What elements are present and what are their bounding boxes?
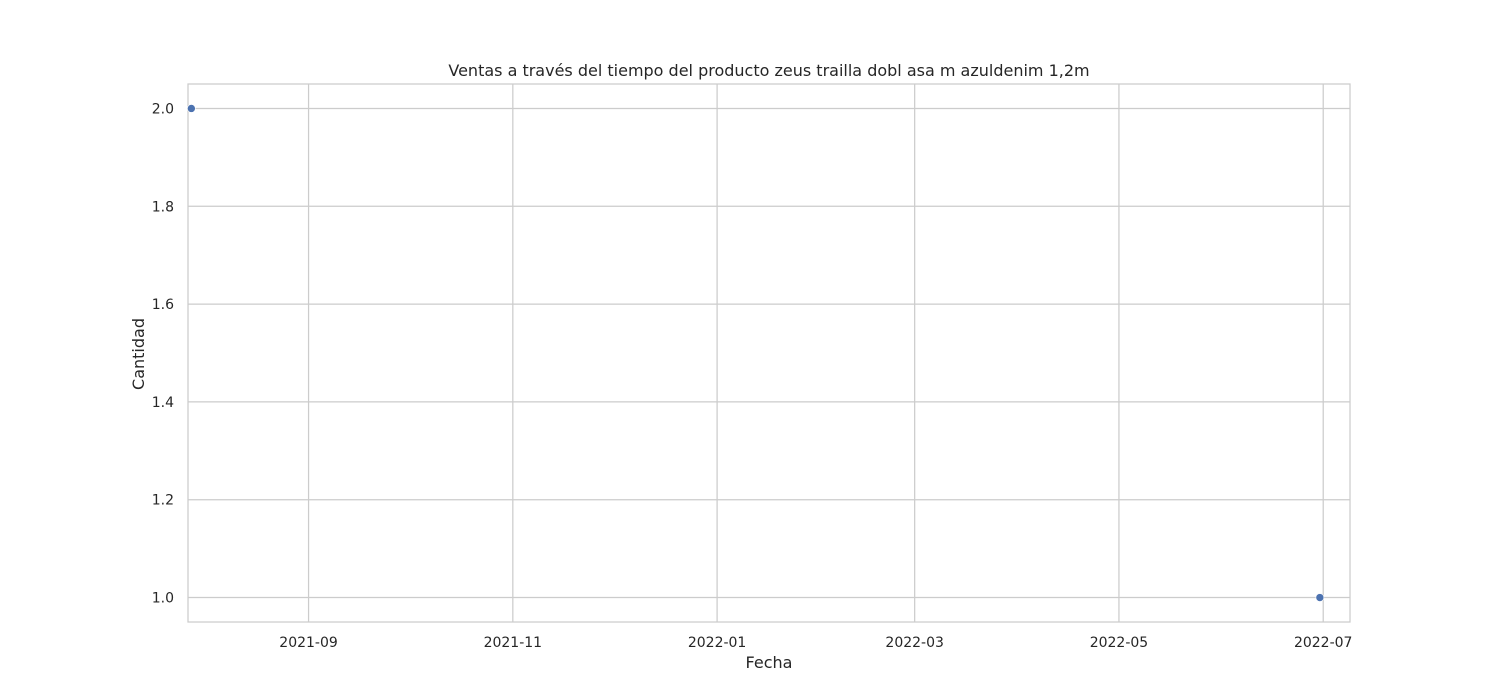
y-tick-label: 1.6 — [152, 297, 174, 313]
y-tick-label: 1.8 — [152, 199, 174, 215]
grid-layer — [188, 84, 1350, 622]
x-tick-label: 2022-07 — [1294, 635, 1353, 651]
chart-title: Ventas a través del tiempo del producto … — [448, 61, 1089, 80]
x-tick-label: 2022-03 — [885, 635, 944, 651]
plot-area-frame — [187, 83, 1351, 623]
x-tick-label: 2021-11 — [484, 635, 543, 651]
y-tick-label: 1.0 — [152, 591, 174, 607]
y-tick-label: 2.0 — [152, 101, 174, 117]
x-axis-title: Fecha — [746, 653, 793, 672]
y-tick-label: 1.2 — [152, 493, 174, 509]
x-tick-labels: 2021-09 2021-11 2022-01 2022-03 2022-05 2022-… — [279, 635, 1352, 651]
y-tick-labels: 1.0 1.2 1.4 1.6 1.8 2.0 — [152, 101, 174, 606]
data-points-layer — [187, 104, 1325, 602]
y-tick-label: 1.4 — [152, 395, 174, 411]
data-point — [1315, 593, 1325, 602]
data-point — [187, 104, 196, 113]
x-tick-label: 2021-09 — [279, 635, 338, 651]
x-tick-label: 2022-01 — [688, 635, 747, 651]
x-tick-label: 2022-05 — [1090, 635, 1149, 651]
y-axis-title: Cantidad — [129, 318, 148, 390]
